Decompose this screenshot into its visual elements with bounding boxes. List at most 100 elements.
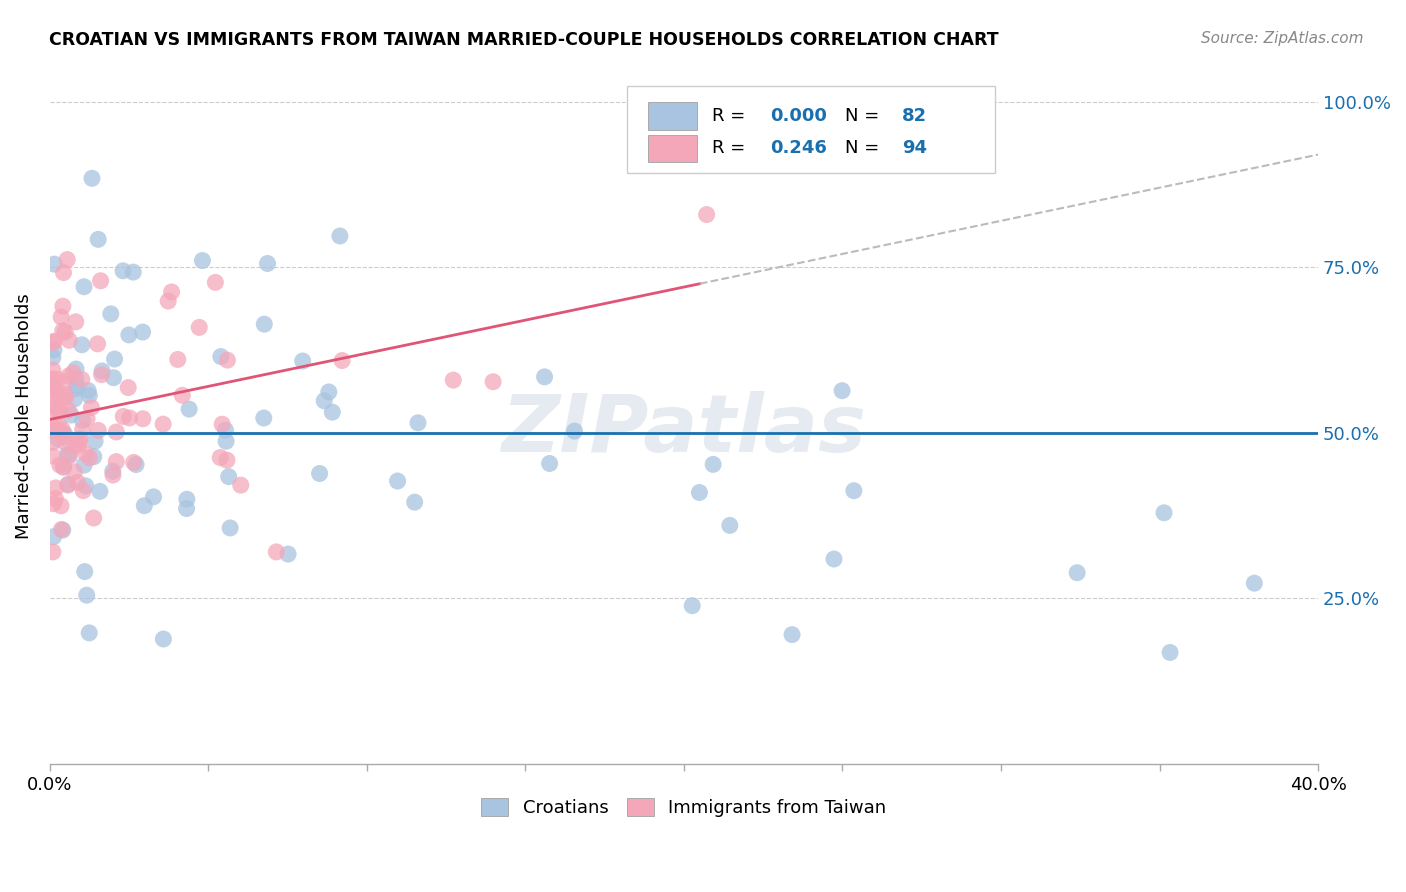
Point bbox=[211, 417, 233, 432]
Point bbox=[406, 416, 429, 430]
Point bbox=[118, 411, 141, 425]
Point bbox=[122, 455, 145, 469]
FancyBboxPatch shape bbox=[648, 135, 696, 162]
Point bbox=[152, 632, 174, 646]
Point bbox=[44, 334, 66, 349]
Point bbox=[404, 495, 426, 509]
Point bbox=[84, 434, 107, 449]
Point bbox=[52, 324, 75, 338]
Point bbox=[253, 317, 276, 331]
Text: R =: R = bbox=[711, 139, 751, 158]
Point bbox=[53, 325, 76, 339]
Point bbox=[62, 366, 84, 380]
Point bbox=[77, 626, 100, 640]
Point bbox=[702, 458, 724, 472]
Point bbox=[55, 436, 77, 450]
Point bbox=[101, 468, 124, 483]
Point bbox=[49, 401, 72, 416]
Point bbox=[188, 320, 211, 334]
Point bbox=[73, 458, 96, 472]
Point bbox=[142, 490, 165, 504]
Point bbox=[42, 380, 65, 394]
Point bbox=[44, 491, 66, 506]
Point bbox=[42, 351, 65, 365]
Point bbox=[101, 464, 124, 478]
Point bbox=[42, 424, 65, 438]
Point bbox=[191, 253, 214, 268]
Point bbox=[253, 411, 276, 425]
Point bbox=[58, 449, 80, 463]
Text: 82: 82 bbox=[903, 107, 927, 125]
Point bbox=[46, 423, 69, 437]
Point bbox=[118, 327, 141, 342]
Point bbox=[131, 325, 153, 339]
Point bbox=[45, 481, 67, 495]
Point bbox=[696, 208, 718, 222]
Point bbox=[564, 424, 586, 438]
Point bbox=[42, 383, 65, 397]
Point bbox=[330, 353, 353, 368]
Point bbox=[52, 460, 75, 475]
Text: N =: N = bbox=[845, 139, 884, 158]
Y-axis label: Married-couple Households: Married-couple Households bbox=[15, 293, 32, 539]
Point bbox=[42, 449, 65, 463]
Point bbox=[229, 478, 252, 492]
Point bbox=[75, 479, 97, 493]
Point bbox=[103, 351, 125, 366]
Text: Source: ZipAtlas.com: Source: ZipAtlas.com bbox=[1201, 31, 1364, 46]
Point bbox=[60, 408, 83, 422]
Point bbox=[58, 334, 80, 348]
Text: 94: 94 bbox=[903, 139, 927, 158]
Point bbox=[46, 372, 69, 386]
Point bbox=[46, 400, 69, 414]
Point bbox=[314, 393, 336, 408]
Point bbox=[89, 484, 111, 499]
Point bbox=[76, 411, 98, 425]
Point bbox=[73, 565, 96, 579]
Point bbox=[256, 256, 278, 270]
Point bbox=[176, 492, 198, 507]
Point bbox=[55, 390, 77, 404]
Point bbox=[831, 384, 853, 398]
Point bbox=[42, 379, 65, 393]
Point bbox=[58, 448, 80, 462]
Point bbox=[160, 285, 183, 299]
Point bbox=[65, 362, 87, 376]
Point bbox=[44, 405, 66, 419]
Point bbox=[63, 392, 86, 406]
Point bbox=[53, 427, 76, 442]
Point bbox=[70, 372, 93, 386]
Point bbox=[90, 368, 112, 382]
Point bbox=[65, 382, 87, 396]
Point bbox=[66, 475, 89, 490]
Point bbox=[217, 353, 239, 368]
Point bbox=[842, 483, 865, 498]
Point bbox=[112, 264, 135, 278]
Point bbox=[48, 405, 70, 419]
Point bbox=[46, 432, 69, 446]
Point bbox=[277, 547, 299, 561]
Point bbox=[87, 424, 110, 438]
Point bbox=[533, 370, 555, 384]
Point bbox=[44, 399, 66, 413]
Point bbox=[1243, 576, 1265, 591]
Point bbox=[53, 430, 76, 444]
Point bbox=[42, 335, 65, 350]
Point bbox=[76, 588, 98, 602]
Point bbox=[80, 401, 103, 415]
Point bbox=[46, 392, 69, 406]
Point bbox=[52, 266, 75, 280]
Point bbox=[152, 417, 174, 431]
Point bbox=[204, 276, 226, 290]
Text: ZIPatlas: ZIPatlas bbox=[502, 391, 866, 469]
Point bbox=[100, 307, 122, 321]
Point bbox=[105, 425, 128, 439]
Point bbox=[157, 294, 180, 309]
Point bbox=[63, 465, 86, 479]
Point bbox=[441, 373, 464, 387]
Point bbox=[49, 499, 72, 513]
Point bbox=[51, 426, 73, 441]
Point bbox=[538, 457, 561, 471]
Point bbox=[70, 338, 93, 352]
Text: 0.246: 0.246 bbox=[770, 139, 827, 158]
